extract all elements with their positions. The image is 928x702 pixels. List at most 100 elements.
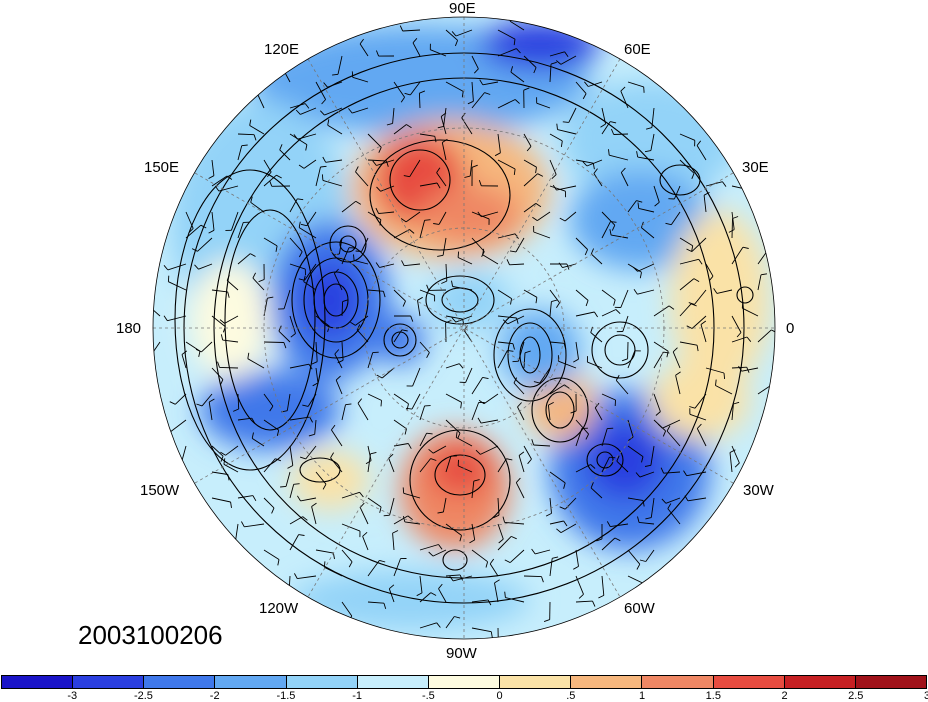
wind-barb bbox=[341, 601, 353, 617]
wind-barb-flag bbox=[424, 219, 431, 221]
wind-barb-flag bbox=[355, 250, 362, 252]
wind-barb-flag bbox=[628, 436, 634, 441]
wind-barb-flag bbox=[461, 91, 464, 98]
wind-barb bbox=[653, 305, 670, 317]
wind-barb bbox=[357, 403, 369, 421]
wind-barb bbox=[575, 159, 594, 164]
wind-barb bbox=[367, 159, 387, 162]
wind-barb-flag bbox=[611, 225, 616, 231]
colorbar-tick-label: -1 bbox=[352, 690, 363, 702]
wind-barb bbox=[252, 277, 265, 291]
wind-barb bbox=[289, 534, 299, 551]
wind-barb-flag bbox=[504, 591, 506, 598]
wind-barb bbox=[497, 523, 504, 540]
wind-barb bbox=[307, 393, 317, 407]
wind-barb-flag bbox=[596, 538, 603, 542]
wind-barb-flag bbox=[518, 451, 525, 456]
wind-barb bbox=[341, 341, 344, 361]
wind-barb-flag bbox=[645, 517, 652, 520]
wind-barb-flag bbox=[506, 259, 510, 265]
wind-barb bbox=[663, 471, 681, 474]
wind-barb-flag bbox=[298, 221, 301, 228]
wind-barb bbox=[303, 281, 317, 291]
wind-barb bbox=[289, 516, 303, 525]
wind-barb-flag bbox=[251, 432, 254, 439]
wind-barb bbox=[411, 393, 421, 410]
wind-barb bbox=[263, 174, 277, 187]
wind-barb bbox=[315, 81, 326, 100]
colorbar-swatch bbox=[571, 676, 643, 688]
wind-barb bbox=[549, 289, 560, 304]
wind-barb-flag bbox=[294, 573, 298, 579]
wind-barb-flag bbox=[535, 297, 538, 304]
wind-barb bbox=[263, 393, 274, 407]
wind-barb-flag bbox=[537, 173, 544, 177]
wind-barb-flag bbox=[297, 198, 304, 201]
wind-barb-flag bbox=[552, 556, 559, 559]
wind-barb bbox=[419, 622, 437, 629]
wind-barb bbox=[367, 211, 382, 220]
wind-barb bbox=[352, 107, 369, 114]
wind-barb-flag bbox=[551, 299, 558, 303]
wind-barb bbox=[549, 558, 553, 577]
wind-barb bbox=[230, 211, 239, 231]
wind-barb bbox=[225, 445, 239, 456]
colorbar-tick-label: -2 bbox=[209, 690, 220, 702]
wind-barb-flag bbox=[688, 302, 695, 305]
wind-barb-flag bbox=[379, 219, 382, 226]
wind-barb bbox=[481, 419, 499, 424]
wind-barb-flag bbox=[459, 574, 464, 581]
colorbar-tick-label: 3 bbox=[923, 690, 928, 702]
wind-barb-flag bbox=[376, 186, 381, 192]
wind-barb-flag bbox=[345, 403, 352, 406]
wind-barb-flag bbox=[280, 485, 287, 488]
wind-barb bbox=[622, 315, 629, 332]
wind-barb-flag bbox=[620, 86, 626, 92]
wind-barb bbox=[679, 133, 695, 141]
wind-barb bbox=[590, 487, 603, 499]
wind-barb-flag bbox=[594, 402, 600, 409]
wind-barb bbox=[153, 341, 161, 357]
wind-barb bbox=[305, 445, 317, 460]
wind-barb-flag bbox=[402, 487, 405, 494]
wind-barb bbox=[392, 533, 395, 551]
wind-barb bbox=[174, 393, 187, 405]
wind-barb bbox=[367, 352, 374, 369]
wind-barb bbox=[729, 452, 733, 473]
wind-barb-flag bbox=[169, 401, 176, 405]
wind-barb-flag bbox=[217, 361, 220, 368]
wind-barb bbox=[263, 341, 284, 343]
wind-barb bbox=[731, 246, 744, 265]
wind-barb-flag bbox=[635, 472, 641, 478]
wind-barb bbox=[471, 92, 485, 109]
wind-barb bbox=[285, 471, 291, 487]
wind-barb-flag bbox=[303, 275, 306, 282]
wind-barb bbox=[564, 497, 577, 510]
wind-barb-flag bbox=[560, 140, 563, 147]
wind-barb-flag bbox=[590, 464, 596, 469]
wind-barb bbox=[509, 549, 525, 563]
wind-barb-flag bbox=[208, 398, 215, 403]
wind-barb bbox=[616, 460, 629, 473]
wind-barb-flag bbox=[457, 251, 460, 258]
wind-barb-flag bbox=[208, 175, 215, 179]
wind-barb bbox=[338, 237, 343, 254]
wind-barb-flag bbox=[454, 40, 459, 47]
wind-barb-flag bbox=[477, 211, 482, 217]
wind-barb-flag bbox=[311, 502, 317, 507]
wind-barb bbox=[298, 227, 317, 239]
wind-barb bbox=[315, 341, 318, 362]
wind-barb bbox=[314, 419, 317, 435]
wind-barb bbox=[637, 289, 655, 295]
wind-barb bbox=[279, 149, 291, 161]
wind-barb-flag bbox=[293, 134, 298, 140]
wind-barb bbox=[393, 419, 407, 430]
wind-barb bbox=[594, 407, 603, 421]
wind-barb bbox=[504, 521, 525, 525]
wind-barb bbox=[518, 341, 525, 362]
wind-barb-flag bbox=[461, 112, 466, 119]
wind-barb-flag bbox=[215, 185, 220, 192]
wind-barb bbox=[653, 341, 669, 352]
wind-barb-flag bbox=[532, 216, 538, 221]
wind-barb bbox=[226, 280, 239, 291]
